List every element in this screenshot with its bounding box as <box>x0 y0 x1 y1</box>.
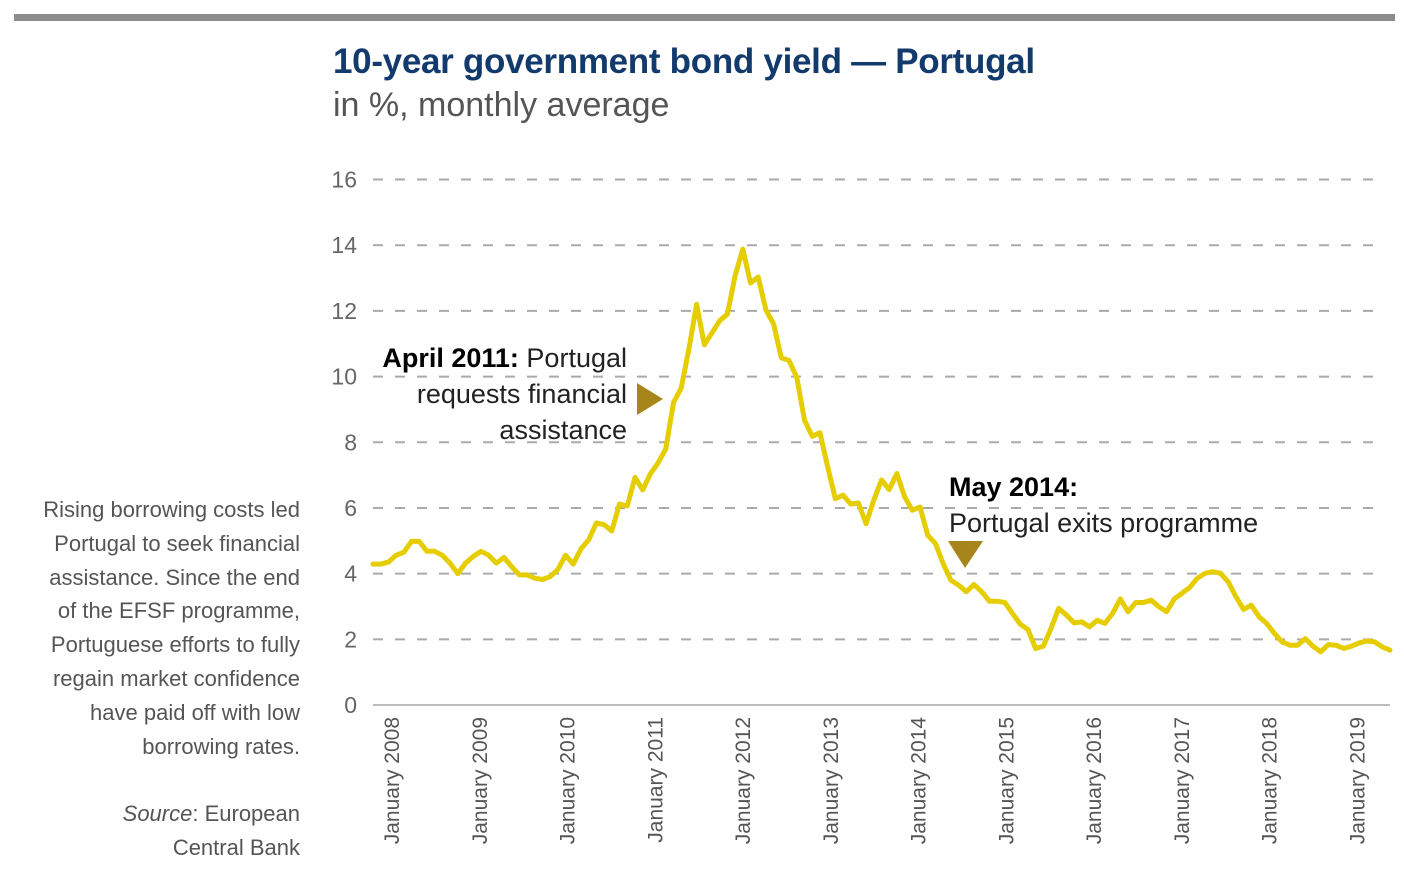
description-line: borrowing rates. <box>142 733 300 759</box>
y-tick-label: 12 <box>331 298 357 324</box>
annotation-text: Portugal <box>518 343 627 373</box>
description-line: Portugal to seek financial <box>54 530 300 556</box>
description-line: regain market confidence <box>52 665 300 691</box>
x-tick-label: January 2010 <box>557 717 580 844</box>
y-tick-label: 2 <box>344 626 357 652</box>
annotation-april-2011: April 2011: Portugal requests financial … <box>382 340 627 448</box>
x-tick-label: January 2009 <box>469 717 492 844</box>
y-tick-label: 8 <box>344 429 357 455</box>
annotation-date: April 2011: <box>382 343 519 373</box>
x-tick-label: January 2018 <box>1259 717 1282 844</box>
source-label: Source <box>122 801 193 826</box>
description-line: Portuguese efforts to fully <box>50 632 300 658</box>
y-tick-label: 6 <box>344 495 357 521</box>
chart-title: 10-year government bond yield — Portugal <box>333 42 1035 81</box>
chart-subtitle: in %, monthly average <box>333 86 670 124</box>
top-rule <box>14 14 1395 21</box>
y-tick-label: 0 <box>344 692 357 718</box>
description-line: Rising borrowing costs led <box>43 497 300 522</box>
annotation-text: requests financial <box>416 379 627 409</box>
x-tick-label: January 2013 <box>820 717 843 844</box>
y-tick-label: 14 <box>331 232 357 258</box>
marker-right-arrow-icon <box>637 383 663 415</box>
x-tick-label: January 2014 <box>908 717 931 845</box>
source-text: : European <box>192 801 300 826</box>
marker-down-arrow-icon <box>948 541 983 568</box>
y-tick-label: 16 <box>331 167 357 193</box>
description-line: assistance. Since the end <box>49 564 300 590</box>
x-tick-label: January 2012 <box>732 717 755 844</box>
annotation-text: Portugal exits programme <box>949 508 1259 538</box>
annotation-text: assistance <box>499 415 627 445</box>
x-tick-label: January 2017 <box>1171 717 1194 844</box>
source-text-line2: Central Bank <box>172 834 300 860</box>
y-tick-label: 4 <box>344 561 357 587</box>
x-tick-label: January 2008 <box>381 717 404 844</box>
annotation-date: May 2014: <box>949 472 1079 502</box>
series-line-portugal <box>370 246 1393 655</box>
x-tick-label: January 2016 <box>1083 717 1106 844</box>
annotation-may-2014: May 2014: Portugal exits programme <box>949 469 1258 541</box>
description-line: have paid off with low <box>90 699 300 725</box>
x-tick-label: January 2011 <box>644 717 667 843</box>
y-tick-label: 10 <box>331 364 357 390</box>
description-text: Rising borrowing costs led Portugal to s… <box>0 493 300 763</box>
x-tick-label: January 2019 <box>1346 717 1369 844</box>
source-note: Source: European Central Bank <box>0 797 300 865</box>
description-line: of the EFSF programme, <box>57 598 300 624</box>
x-tick-label: January 2015 <box>995 717 1018 844</box>
